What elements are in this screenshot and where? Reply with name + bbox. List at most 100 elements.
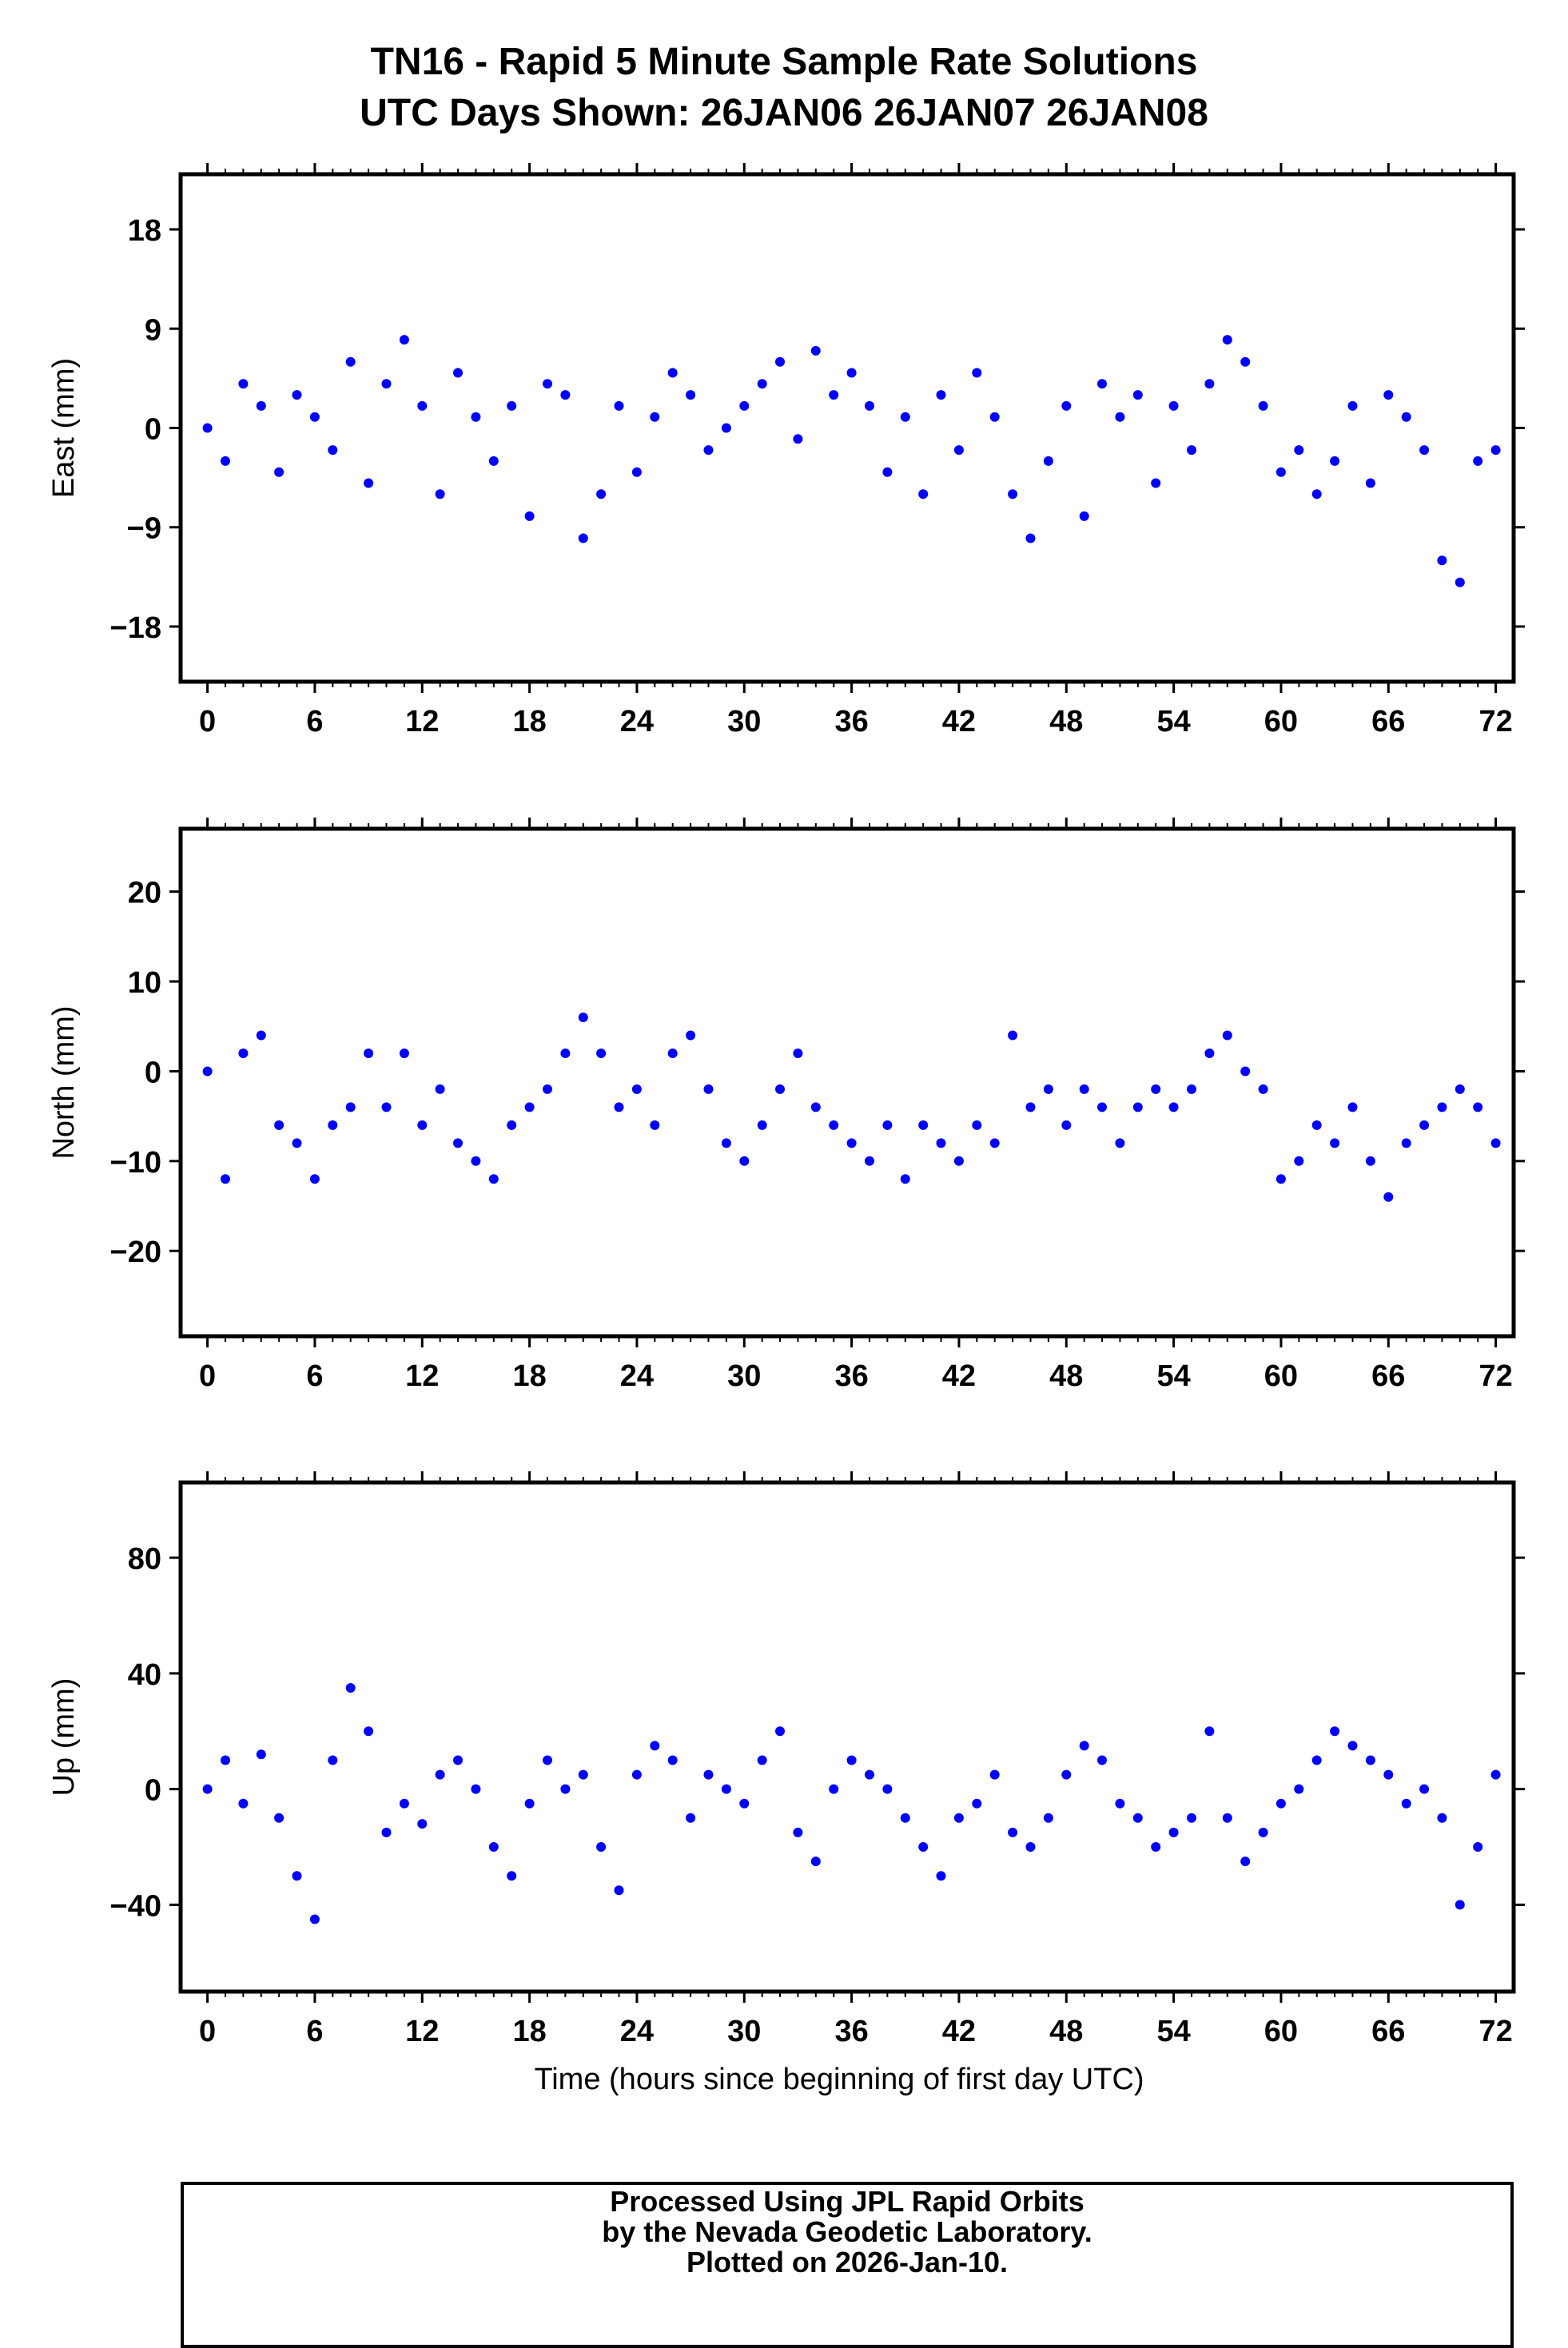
north-y-tick-label: −10	[110, 1146, 161, 1180]
east-data-point	[989, 412, 1000, 422]
east-data-point	[1187, 445, 1196, 456]
up-data-point	[364, 1726, 374, 1737]
up-y-tick-label: −40	[110, 1889, 161, 1923]
north-data-point	[453, 1138, 463, 1148]
up-x-tick-label: 54	[1156, 2015, 1190, 2048]
east-data-point	[435, 489, 445, 499]
up-data-point	[1330, 1726, 1340, 1737]
east-data-point	[417, 400, 428, 411]
east-data-point	[739, 400, 750, 411]
up-data-point	[757, 1755, 767, 1765]
up-x-tick-label: 36	[834, 2015, 868, 2048]
north-data-point	[435, 1084, 445, 1094]
north-data-point	[1097, 1102, 1107, 1112]
north-data-point	[1222, 1030, 1232, 1041]
up-data-point	[1294, 1784, 1304, 1794]
up-panel: 0 6 12 18 24 30 36 42 48 54 60 66 72 80 40 0 −40 Up (mm) T…	[47, 1471, 1525, 2096]
north-data-point	[1168, 1102, 1179, 1112]
north-x-tick-label: 0	[199, 1359, 216, 1393]
up-data-point	[202, 1784, 213, 1794]
east-x-tick-label: 0	[199, 705, 216, 738]
north-data-point	[1079, 1084, 1089, 1094]
up-plot-frame	[178, 1480, 1516, 1994]
north-x-tick-label: 18	[512, 1359, 546, 1393]
up-x-tick-label: 60	[1264, 2015, 1298, 2048]
east-data-point	[1258, 400, 1268, 411]
up-y-axis-label: Up (mm)	[47, 1678, 81, 1797]
east-data-point	[953, 445, 964, 456]
north-data-point	[775, 1084, 785, 1094]
east-data-point	[1132, 390, 1143, 400]
east-data-point	[686, 390, 696, 400]
up-data-point	[543, 1755, 552, 1765]
up-data-point	[1258, 1827, 1268, 1837]
east-x-tick-label: 48	[1049, 705, 1083, 738]
north-y-axis-label: North (mm)	[47, 1005, 81, 1159]
up-data-point	[972, 1798, 982, 1809]
up-data-point	[1097, 1755, 1107, 1765]
north-x-tick-label: 60	[1264, 1359, 1298, 1393]
up-data-point	[1168, 1827, 1179, 1837]
east-x-tick-label: 72	[1478, 705, 1512, 738]
east-data-point	[560, 390, 571, 400]
north-data-point	[507, 1120, 517, 1130]
up-x-tick-label: 12	[405, 2015, 439, 2048]
north-data-point	[1437, 1102, 1447, 1112]
north-data-point	[1115, 1138, 1125, 1148]
up-data-point	[399, 1798, 409, 1809]
north-data-point	[1455, 1084, 1465, 1094]
north-data-point	[1294, 1156, 1304, 1166]
east-data-point	[345, 356, 356, 367]
up-data-point	[739, 1798, 750, 1809]
up-data-point	[578, 1769, 588, 1780]
east-data-point	[1473, 456, 1483, 466]
up-data-point	[1240, 1857, 1251, 1867]
east-x-tick-label: 42	[942, 705, 976, 738]
east-data-point	[256, 400, 266, 411]
north-data-point	[488, 1174, 499, 1184]
north-data-point	[686, 1030, 696, 1041]
north-data-point	[989, 1138, 1000, 1148]
up-x-tick-label: 48	[1049, 2015, 1083, 2048]
north-y-tick-label: 0	[145, 1056, 161, 1089]
up-data-point	[1437, 1813, 1447, 1823]
up-data-point	[1401, 1798, 1411, 1809]
up-data-point	[488, 1842, 499, 1852]
east-data-point	[1240, 356, 1251, 367]
east-data-point	[524, 511, 535, 521]
north-x-tick-label: 54	[1156, 1359, 1190, 1393]
north-data-point	[953, 1156, 964, 1166]
east-data-point	[1025, 533, 1036, 543]
up-data-point	[1025, 1842, 1036, 1852]
east-x-tick-label: 30	[727, 705, 761, 738]
north-data-point	[1151, 1084, 1161, 1094]
footer-line-2: by the Nevada Geodetic Laboratory.	[602, 2215, 1092, 2248]
north-data-point	[417, 1120, 428, 1130]
up-data-point	[274, 1813, 285, 1823]
up-data-point	[918, 1842, 929, 1852]
north-data-point	[865, 1156, 874, 1166]
north-data-point	[829, 1120, 839, 1130]
up-data-point	[1365, 1755, 1375, 1765]
north-data-point	[1132, 1102, 1143, 1112]
chart-subtitle: UTC Days Shown: 26JAN06 26JAN07 26JAN08	[360, 92, 1208, 134]
north-data-point	[381, 1102, 392, 1112]
up-data-point	[829, 1784, 839, 1794]
up-data-point	[989, 1769, 1000, 1780]
up-data-point	[596, 1842, 607, 1852]
north-x-tick-label: 12	[405, 1359, 439, 1393]
north-data-point	[1490, 1138, 1501, 1148]
east-data-point	[471, 412, 481, 422]
east-x-tick-label: 6	[306, 705, 323, 738]
north-data-point	[1008, 1030, 1018, 1041]
up-data-point	[417, 1819, 428, 1829]
up-data-point	[309, 1914, 320, 1924]
east-data-point	[1455, 577, 1465, 587]
north-data-point	[793, 1049, 803, 1058]
east-data-point	[1490, 445, 1501, 456]
north-y-tick-label: −20	[110, 1236, 161, 1269]
north-data-point	[1043, 1084, 1053, 1094]
north-data-point	[1311, 1120, 1322, 1130]
north-plot-frame	[178, 826, 1516, 1339]
up-x-tick-label: 72	[1478, 2015, 1512, 2048]
